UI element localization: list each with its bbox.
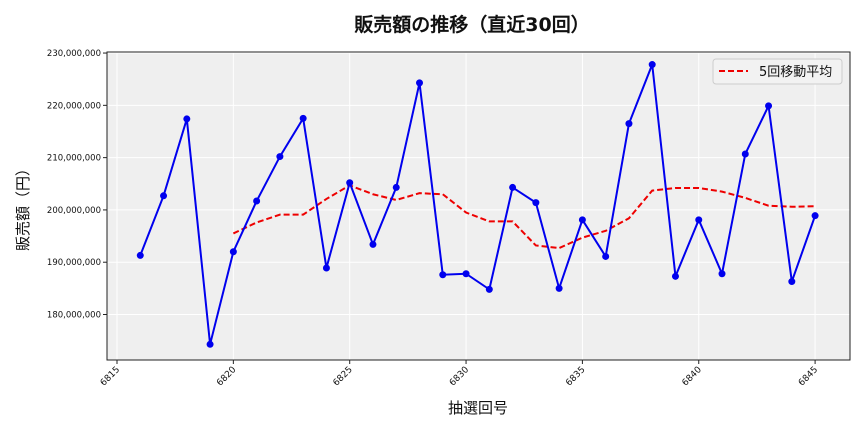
sales-point [369,240,377,248]
legend: 5回移動平均 [712,58,843,85]
sales-point [160,192,168,200]
sales-point [276,153,284,161]
sales-point [741,150,749,158]
sales-point [439,271,447,279]
y-tick-label: 180,000,000 [47,311,101,321]
x-tick-label: 6835 [564,365,587,388]
x-tick-label: 6840 [681,365,704,388]
sales-point [695,216,703,224]
sales-line [139,64,817,345]
y-tick-label: 190,000,000 [47,258,101,268]
x-tick-label: 6815 [99,365,122,388]
sales-point [136,251,144,259]
sales-point [253,197,261,205]
moving-average-line [232,184,816,250]
x-tick-label: 6830 [448,365,471,388]
sales-point [625,120,633,128]
x-tick-label: 6845 [797,365,820,388]
sales-point [229,248,237,256]
x-axis-label: 抽選回号 [448,399,508,417]
sales-point [416,79,424,87]
sales-point [532,199,540,207]
sales-series [136,61,819,348]
y-axis: 180,000,000 190,000,000 200,000,000 210,000… [47,49,107,321]
sales-point [346,179,354,187]
sales-point [509,183,517,191]
sales-point [765,102,773,110]
sales-point [718,270,726,278]
legend-box [712,58,843,85]
sales-point [788,278,796,286]
sales-point [183,115,191,123]
sales-point [602,252,610,260]
chart-title: 販売額の推移（直近30回） [354,13,589,36]
sales-point [392,183,400,191]
plot-area [107,52,850,360]
moving-average-series [232,184,816,250]
sales-point [578,216,586,224]
y-tick-label: 230,000,000 [47,49,101,59]
x-tick-label: 6820 [215,365,238,388]
sales-point [299,114,307,122]
x-tick-label: 6825 [332,365,355,388]
y-axis-label: 販売額（円） [14,161,32,251]
sales-point [648,61,656,69]
y-tick-label: 220,000,000 [47,101,101,111]
sales-point [206,340,214,348]
sales-point [811,212,819,220]
sales-point [322,264,330,272]
y-tick-label: 210,000,000 [47,154,101,164]
sales-point [462,270,470,278]
sales-point [485,285,493,293]
legend-ma-label: 5回移動平均 [759,65,832,80]
plot-frame [106,51,851,361]
sales-point [555,284,563,292]
y-tick-label: 200,000,000 [47,206,101,216]
sales-point [671,272,679,280]
x-axis: 6815 6820 6825 6830 6835 6840 6845 [99,360,820,388]
